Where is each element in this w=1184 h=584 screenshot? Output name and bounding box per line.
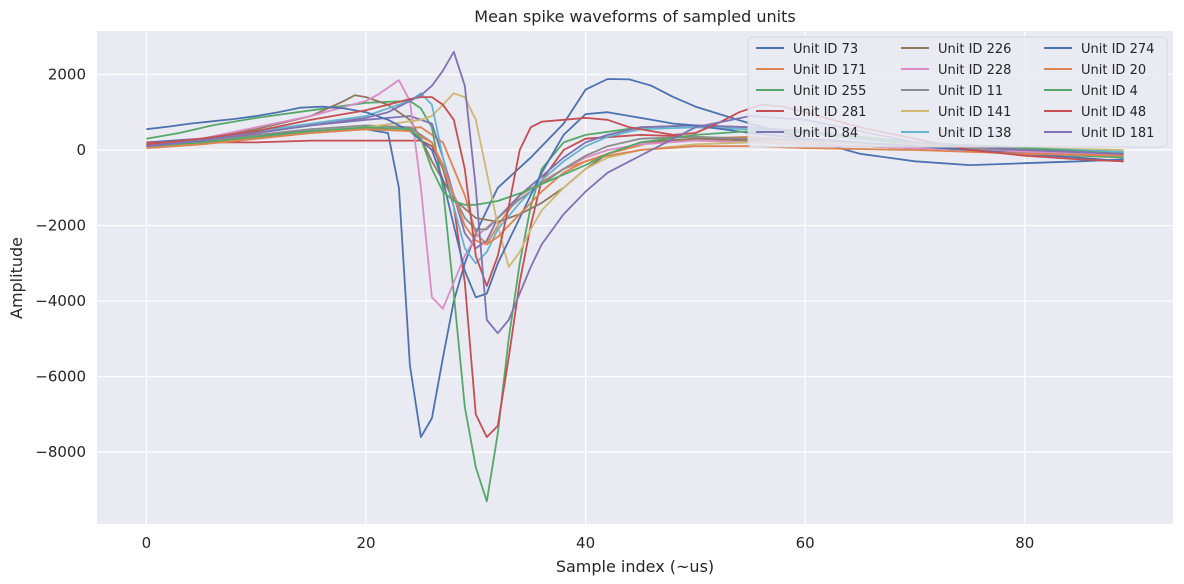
legend-label: Unit ID 73 bbox=[793, 42, 858, 57]
legend: Unit ID 73 Unit ID 171 Unit ID 255 Unit ID … bbox=[747, 36, 1168, 148]
legend-label: Unit ID 4 bbox=[1081, 84, 1138, 99]
legend-label: Unit ID 84 bbox=[793, 126, 858, 141]
legend-label: Unit ID 281 bbox=[793, 105, 866, 120]
y-tick-label: 0 bbox=[76, 141, 86, 159]
series-line-5 bbox=[146, 94, 1124, 223]
legend-label: Unit ID 274 bbox=[1081, 42, 1154, 57]
series-line-0 bbox=[146, 78, 1124, 438]
y-tick-label: −6000 bbox=[35, 368, 86, 386]
y-tick-label: −4000 bbox=[35, 292, 86, 310]
legend-label: Unit ID 141 bbox=[938, 105, 1011, 120]
y-tick-label: 2000 bbox=[48, 65, 86, 83]
legend-label: Unit ID 171 bbox=[793, 63, 866, 78]
x-tick-label: 80 bbox=[1015, 534, 1034, 552]
series-line-14 bbox=[146, 50, 1124, 335]
series-line-8 bbox=[146, 92, 1124, 268]
x-tick-label: 20 bbox=[356, 534, 375, 552]
legend-label: Unit ID 255 bbox=[793, 84, 866, 99]
legend-label: Unit ID 11 bbox=[938, 84, 1003, 99]
y-tick-label: −2000 bbox=[35, 217, 86, 235]
x-tick-label: 0 bbox=[142, 534, 152, 552]
y-tick-labels: −8000 −6000 −4000 −2000 0 2000 bbox=[35, 65, 86, 461]
legend-box bbox=[747, 36, 1168, 148]
legend-label: Unit ID 48 bbox=[1081, 105, 1146, 120]
legend-label: Unit ID 138 bbox=[938, 126, 1011, 141]
series-line-6 bbox=[146, 79, 1124, 310]
chart-title: Mean spike waveforms of sampled units bbox=[474, 7, 795, 26]
x-axis-label: Sample index (~us) bbox=[556, 557, 714, 576]
legend-label: Unit ID 181 bbox=[1081, 126, 1154, 141]
y-axis-label: Amplitude bbox=[7, 237, 26, 319]
x-tick-label: 60 bbox=[796, 534, 815, 552]
legend-label: Unit ID 228 bbox=[938, 63, 1011, 78]
legend-label: Unit ID 20 bbox=[1081, 63, 1146, 78]
x-tick-labels: 0 20 40 60 80 bbox=[142, 534, 1035, 552]
y-tick-label: −8000 bbox=[35, 443, 86, 461]
legend-label: Unit ID 226 bbox=[938, 42, 1011, 57]
x-tick-label: 40 bbox=[576, 534, 595, 552]
